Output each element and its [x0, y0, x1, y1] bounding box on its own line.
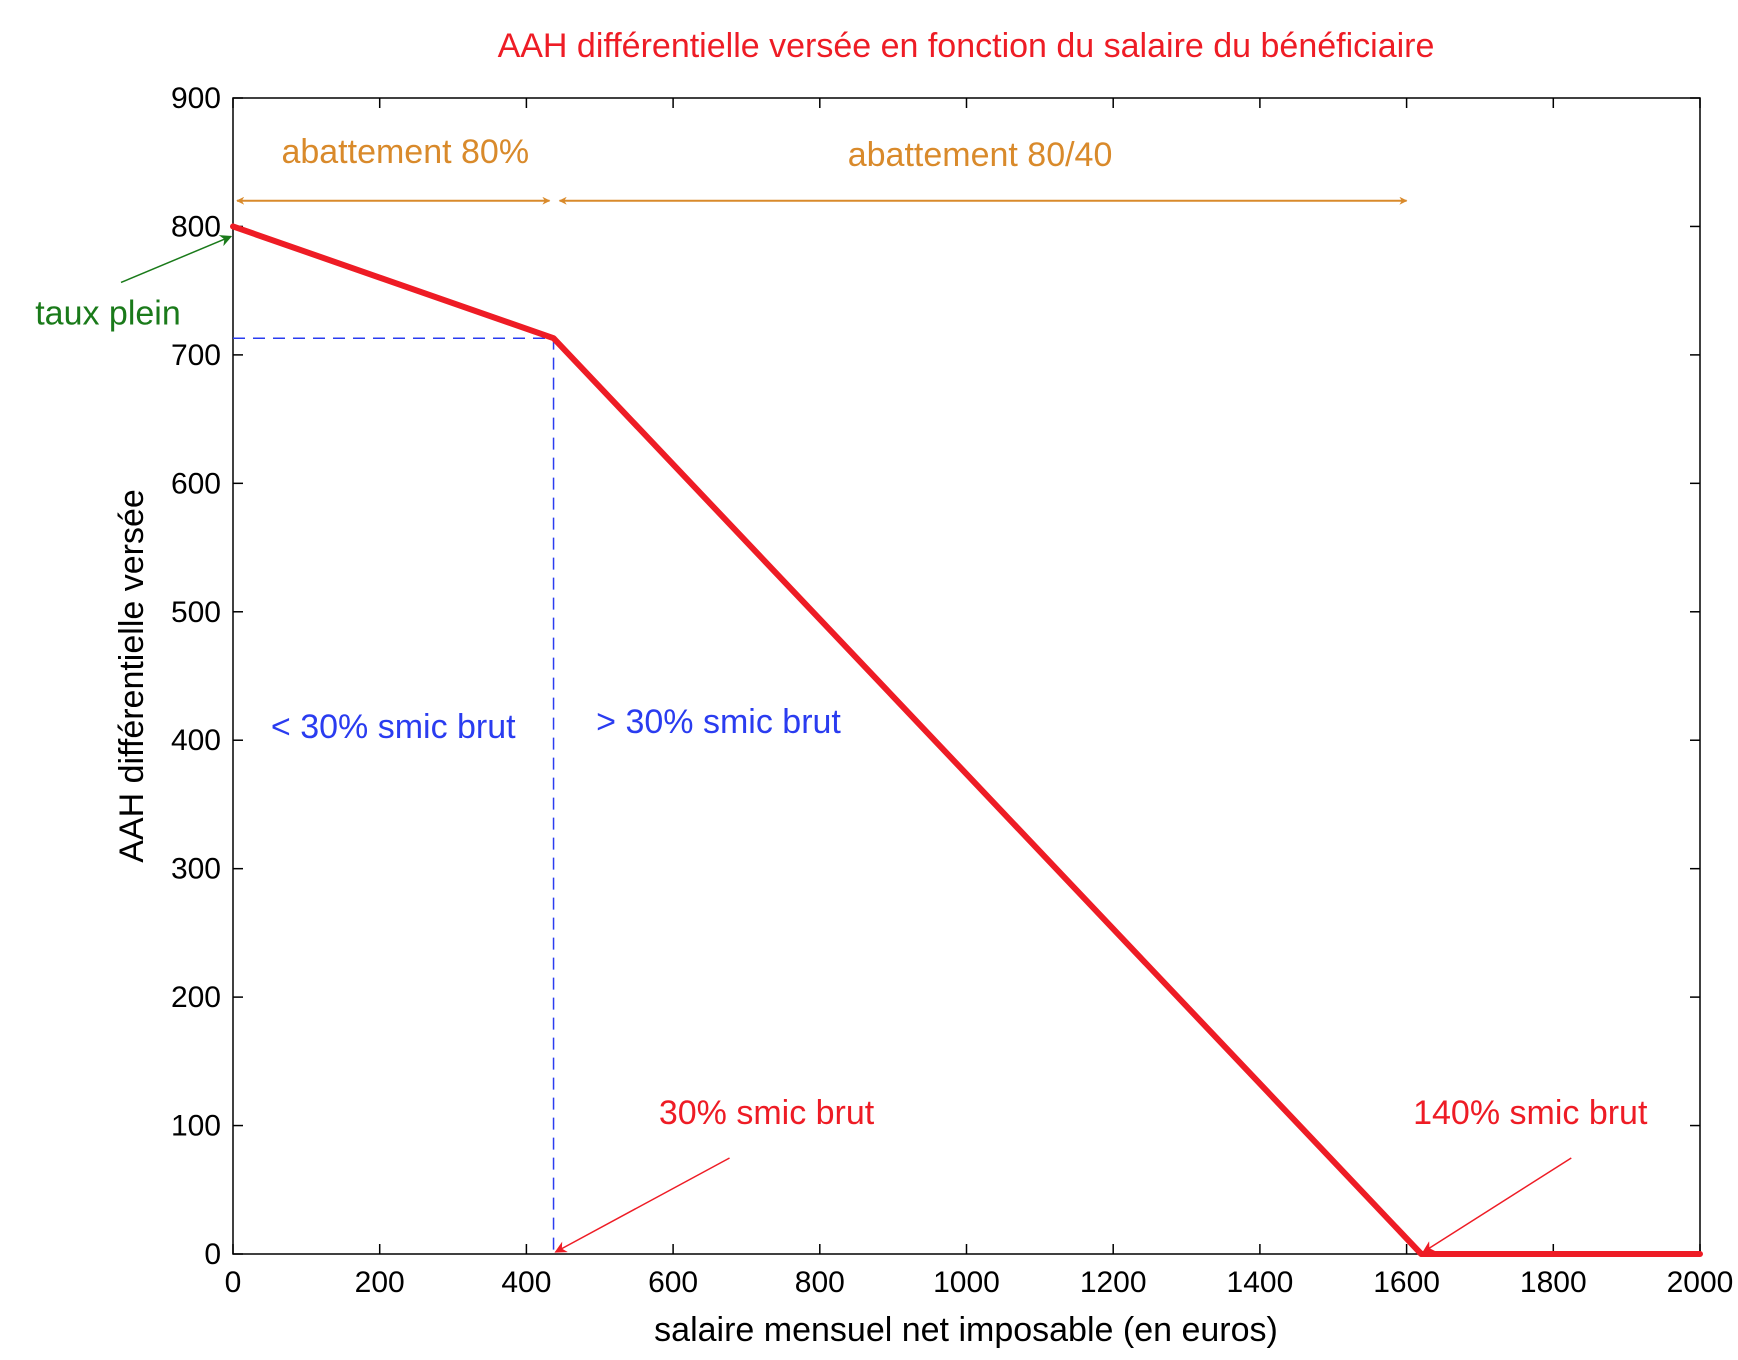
x-tick-label: 2000: [1667, 1266, 1734, 1299]
y-axis: 0 100 200 300 400 500 600 700 800 900: [171, 82, 1700, 1271]
series-line: [230, 223, 1703, 1257]
x-tick-label: 1000: [933, 1266, 1000, 1299]
y-tick-label: 400: [171, 724, 221, 757]
y-axis-label: AAH différentielle versée: [113, 489, 151, 863]
x-tick-label: 1400: [1227, 1266, 1294, 1299]
plot-frame: [232, 97, 1701, 1255]
span-80-label: abattement 80%: [281, 133, 529, 171]
x-axis: 0 200 400 600 800 1000 1200 1400 1600 1800 2000: [225, 98, 1734, 1299]
y-tick-label: 600: [171, 467, 221, 500]
y-tick-label: 300: [171, 853, 221, 886]
x-tick-label: 1200: [1080, 1266, 1147, 1299]
x-tick-label: 400: [501, 1266, 551, 1299]
x-tick-label: 200: [355, 1266, 405, 1299]
y-tick-label: 500: [171, 596, 221, 629]
smic-30-arrow: [554, 1157, 730, 1253]
chart-title: AAH différentielle versée en fonction du…: [498, 27, 1435, 65]
plot-area: 0 200 400 600 800 1000 1200 1400 1600 1800 2000 0 1…: [171, 82, 1733, 1299]
span-80-40-label: abattement 80/40: [848, 136, 1113, 174]
y-tick-label: 700: [171, 339, 221, 372]
y-tick-label: 200: [171, 981, 221, 1014]
smic-140-label: 140% smic brut: [1413, 1094, 1648, 1132]
x-tick-label: 600: [648, 1266, 698, 1299]
smic-30-label: 30% smic brut: [659, 1094, 875, 1132]
series-layer: [230, 223, 1703, 1257]
smic-140-arrow: [1422, 1157, 1572, 1253]
y-tick-label: 100: [171, 1110, 221, 1143]
taux-plein-arrow: [120, 235, 233, 284]
y-tick-label: 800: [171, 210, 221, 243]
annotations: abattement 80% abattement 80/40 taux ple…: [35, 133, 1648, 1253]
x-tick-label: 800: [795, 1266, 845, 1299]
x-tick-label: 1600: [1373, 1266, 1440, 1299]
x-tick-label: 0: [225, 1266, 242, 1299]
below-30-label: < 30% smic brut: [271, 708, 516, 746]
above-30-label: > 30% smic brut: [596, 703, 841, 741]
x-tick-label: 1800: [1520, 1266, 1587, 1299]
x-axis-label: salaire mensuel net imposable (en euros): [654, 1311, 1278, 1349]
taux-plein-label: taux plein: [35, 294, 181, 332]
y-tick-label: 900: [171, 82, 221, 115]
y-tick-label: 0: [204, 1238, 221, 1271]
